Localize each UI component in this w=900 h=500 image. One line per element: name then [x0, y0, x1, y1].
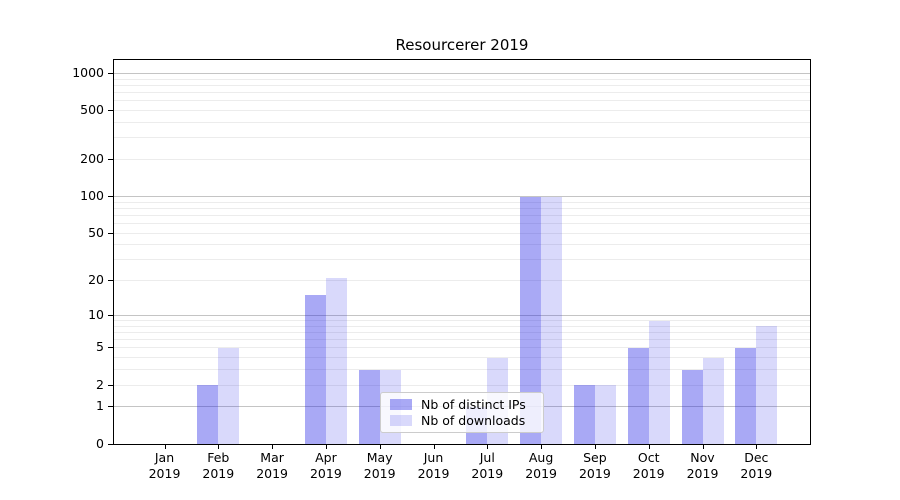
legend-label-distinct-ips: Nb of distinct IPs — [421, 396, 526, 412]
minor-gridline — [114, 384, 810, 386]
bar-nov-distinct-ips — [681, 369, 703, 444]
minor-gridline — [114, 78, 810, 80]
x-tick-mark — [379, 444, 381, 449]
y-tick-label: 10 — [88, 306, 104, 322]
y-tick-mark — [108, 443, 113, 445]
x-tick-mark — [702, 444, 704, 449]
y-tick-label: 5 — [96, 339, 104, 355]
plot-area — [113, 59, 811, 445]
x-tick-mark — [487, 444, 489, 449]
legend-item-distinct-ips: Nb of distinct IPs — [381, 397, 543, 412]
legend-swatch-distinct-ips — [390, 398, 412, 410]
minor-gridline — [114, 223, 810, 224]
bar-sep-downloads — [594, 385, 616, 444]
x-tick-mark — [594, 444, 596, 449]
bar-apr-distinct-ips — [304, 295, 326, 444]
x-tick-label: Oct 2019 — [632, 450, 665, 481]
bar-aug-distinct-ips — [520, 196, 542, 444]
x-tick-mark — [756, 444, 758, 449]
y-tick-mark — [108, 232, 113, 234]
bar-sep-distinct-ips — [573, 385, 595, 444]
minor-gridline — [114, 207, 810, 209]
y-tick-mark — [108, 196, 113, 197]
x-tick-label: Jun 2019 — [417, 450, 450, 481]
x-tick-mark — [433, 444, 435, 449]
minor-gridline — [114, 201, 810, 203]
legend-item-downloads: Nb of downloads — [381, 413, 543, 428]
minor-gridline — [114, 92, 810, 94]
major-gridline — [114, 72, 810, 74]
minor-gridline — [114, 214, 810, 216]
y-tick-label: 1 — [96, 398, 104, 414]
y-tick-label: 50 — [88, 224, 104, 240]
bar-oct-distinct-ips — [627, 347, 649, 444]
x-tick-mark — [218, 444, 220, 449]
bar-nov-downloads — [702, 357, 724, 444]
minor-gridline — [114, 325, 810, 327]
x-tick-label: May 2019 — [363, 450, 396, 481]
y-tick-label: 200 — [80, 151, 104, 167]
y-tick-mark — [108, 406, 113, 408]
x-tick-label: Jan 2019 — [148, 450, 181, 481]
y-tick-mark — [108, 384, 113, 386]
y-tick-mark — [108, 159, 113, 161]
x-tick-mark — [164, 444, 166, 449]
x-tick-label: Dec 2019 — [740, 450, 773, 481]
minor-gridline — [114, 84, 810, 86]
minor-gridline — [114, 259, 810, 261]
minor-gridline — [114, 332, 810, 333]
y-tick-label: 1000 — [72, 64, 104, 80]
x-tick-mark — [648, 444, 650, 449]
y-tick-mark — [108, 110, 113, 112]
x-tick-label: Feb 2019 — [202, 450, 235, 481]
minor-gridline — [114, 369, 810, 371]
bar-feb-distinct-ips — [197, 385, 219, 444]
minor-gridline — [114, 280, 810, 282]
minor-gridline — [114, 100, 810, 102]
x-tick-mark — [272, 444, 274, 449]
x-tick-mark — [325, 444, 327, 449]
y-tick-label: 500 — [80, 102, 104, 118]
bar-dec-distinct-ips — [735, 347, 757, 444]
minor-gridline — [114, 357, 810, 359]
bar-oct-downloads — [648, 320, 670, 444]
x-tick-label: Aug 2019 — [525, 450, 557, 481]
minor-gridline — [114, 339, 810, 341]
minor-gridline — [114, 110, 810, 112]
bar-apr-downloads — [325, 278, 347, 444]
minor-gridline — [114, 320, 810, 321]
y-tick-label: 20 — [88, 272, 104, 288]
legend-swatch-downloads — [390, 415, 412, 427]
legend-label-downloads: Nb of downloads — [421, 413, 526, 429]
y-tick-mark — [108, 347, 113, 349]
y-tick-label: 2 — [96, 376, 104, 392]
minor-gridline — [114, 122, 810, 123]
bar-feb-downloads — [218, 347, 240, 444]
y-tick-mark — [108, 280, 113, 282]
y-tick-mark — [108, 314, 113, 316]
legend: Nb of distinct IPs Nb of downloads — [380, 392, 544, 433]
major-gridline — [114, 196, 810, 197]
minor-gridline — [114, 137, 810, 139]
chart-title: Resourcerer 2019 — [395, 36, 529, 54]
minor-gridline — [114, 159, 810, 161]
bar-dec-downloads — [756, 326, 778, 444]
y-tick-label: 0 — [96, 435, 104, 451]
x-tick-label: Sep 2019 — [578, 450, 611, 481]
y-tick-label: 100 — [80, 188, 104, 203]
x-tick-label: Nov 2019 — [686, 450, 719, 481]
x-tick-label: Apr 2019 — [309, 450, 342, 481]
x-tick-label: Mar 2019 — [256, 450, 288, 481]
minor-gridline — [114, 244, 810, 246]
major-gridline — [114, 314, 810, 316]
x-tick-mark — [541, 444, 543, 449]
minor-gridline — [114, 232, 810, 234]
minor-gridline — [114, 347, 810, 349]
x-tick-label: Jul 2019 — [471, 450, 504, 481]
bar-aug-downloads — [541, 196, 563, 444]
y-tick-mark — [108, 72, 113, 74]
bar-may-distinct-ips — [358, 369, 380, 444]
